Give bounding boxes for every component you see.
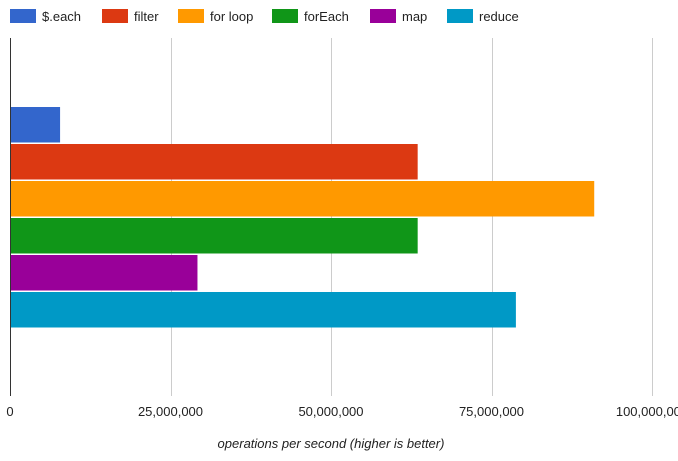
chart-bars — [10, 107, 595, 328]
x-tick-label: 75,000,000 — [459, 404, 524, 419]
legend-label: filter — [134, 9, 159, 24]
legend-label: reduce — [479, 9, 519, 24]
bar-reduce — [10, 292, 516, 328]
bar-each — [10, 107, 61, 143]
legend-swatch — [272, 9, 298, 23]
legend-item: $.each — [10, 9, 81, 24]
x-axis-tick-labels: 0 25,000,000 50,000,000 75,000,000 100,000,0… — [6, 404, 678, 419]
x-tick-label: 0 — [6, 404, 13, 419]
legend-swatch — [10, 9, 36, 23]
chart-legend: $.each filter for loop forEach map reduce — [10, 9, 519, 24]
legend-swatch — [370, 9, 396, 23]
legend-label: map — [402, 9, 427, 24]
legend-swatch — [178, 9, 204, 23]
bar-filter — [10, 144, 418, 180]
legend-swatch — [447, 9, 473, 23]
bar-foreach — [10, 218, 418, 254]
legend-label: forEach — [304, 9, 349, 24]
legend-item: map — [370, 9, 427, 24]
bar-map — [10, 255, 198, 291]
chart-gridlines — [171, 38, 653, 396]
x-tick-label: 50,000,000 — [298, 404, 363, 419]
legend-item: filter — [102, 9, 159, 24]
x-tick-label: 25,000,000 — [138, 404, 203, 419]
x-tick-label: 100,000,000 — [616, 404, 678, 419]
legend-item: for loop — [178, 9, 253, 24]
legend-label: $.each — [42, 9, 81, 24]
legend-item: forEach — [272, 9, 349, 24]
legend-swatch — [102, 9, 128, 23]
legend-item: reduce — [447, 9, 519, 24]
bar-for-loop — [10, 181, 595, 217]
legend-label: for loop — [210, 9, 253, 24]
x-axis-title: operations per second (higher is better) — [218, 436, 445, 451]
